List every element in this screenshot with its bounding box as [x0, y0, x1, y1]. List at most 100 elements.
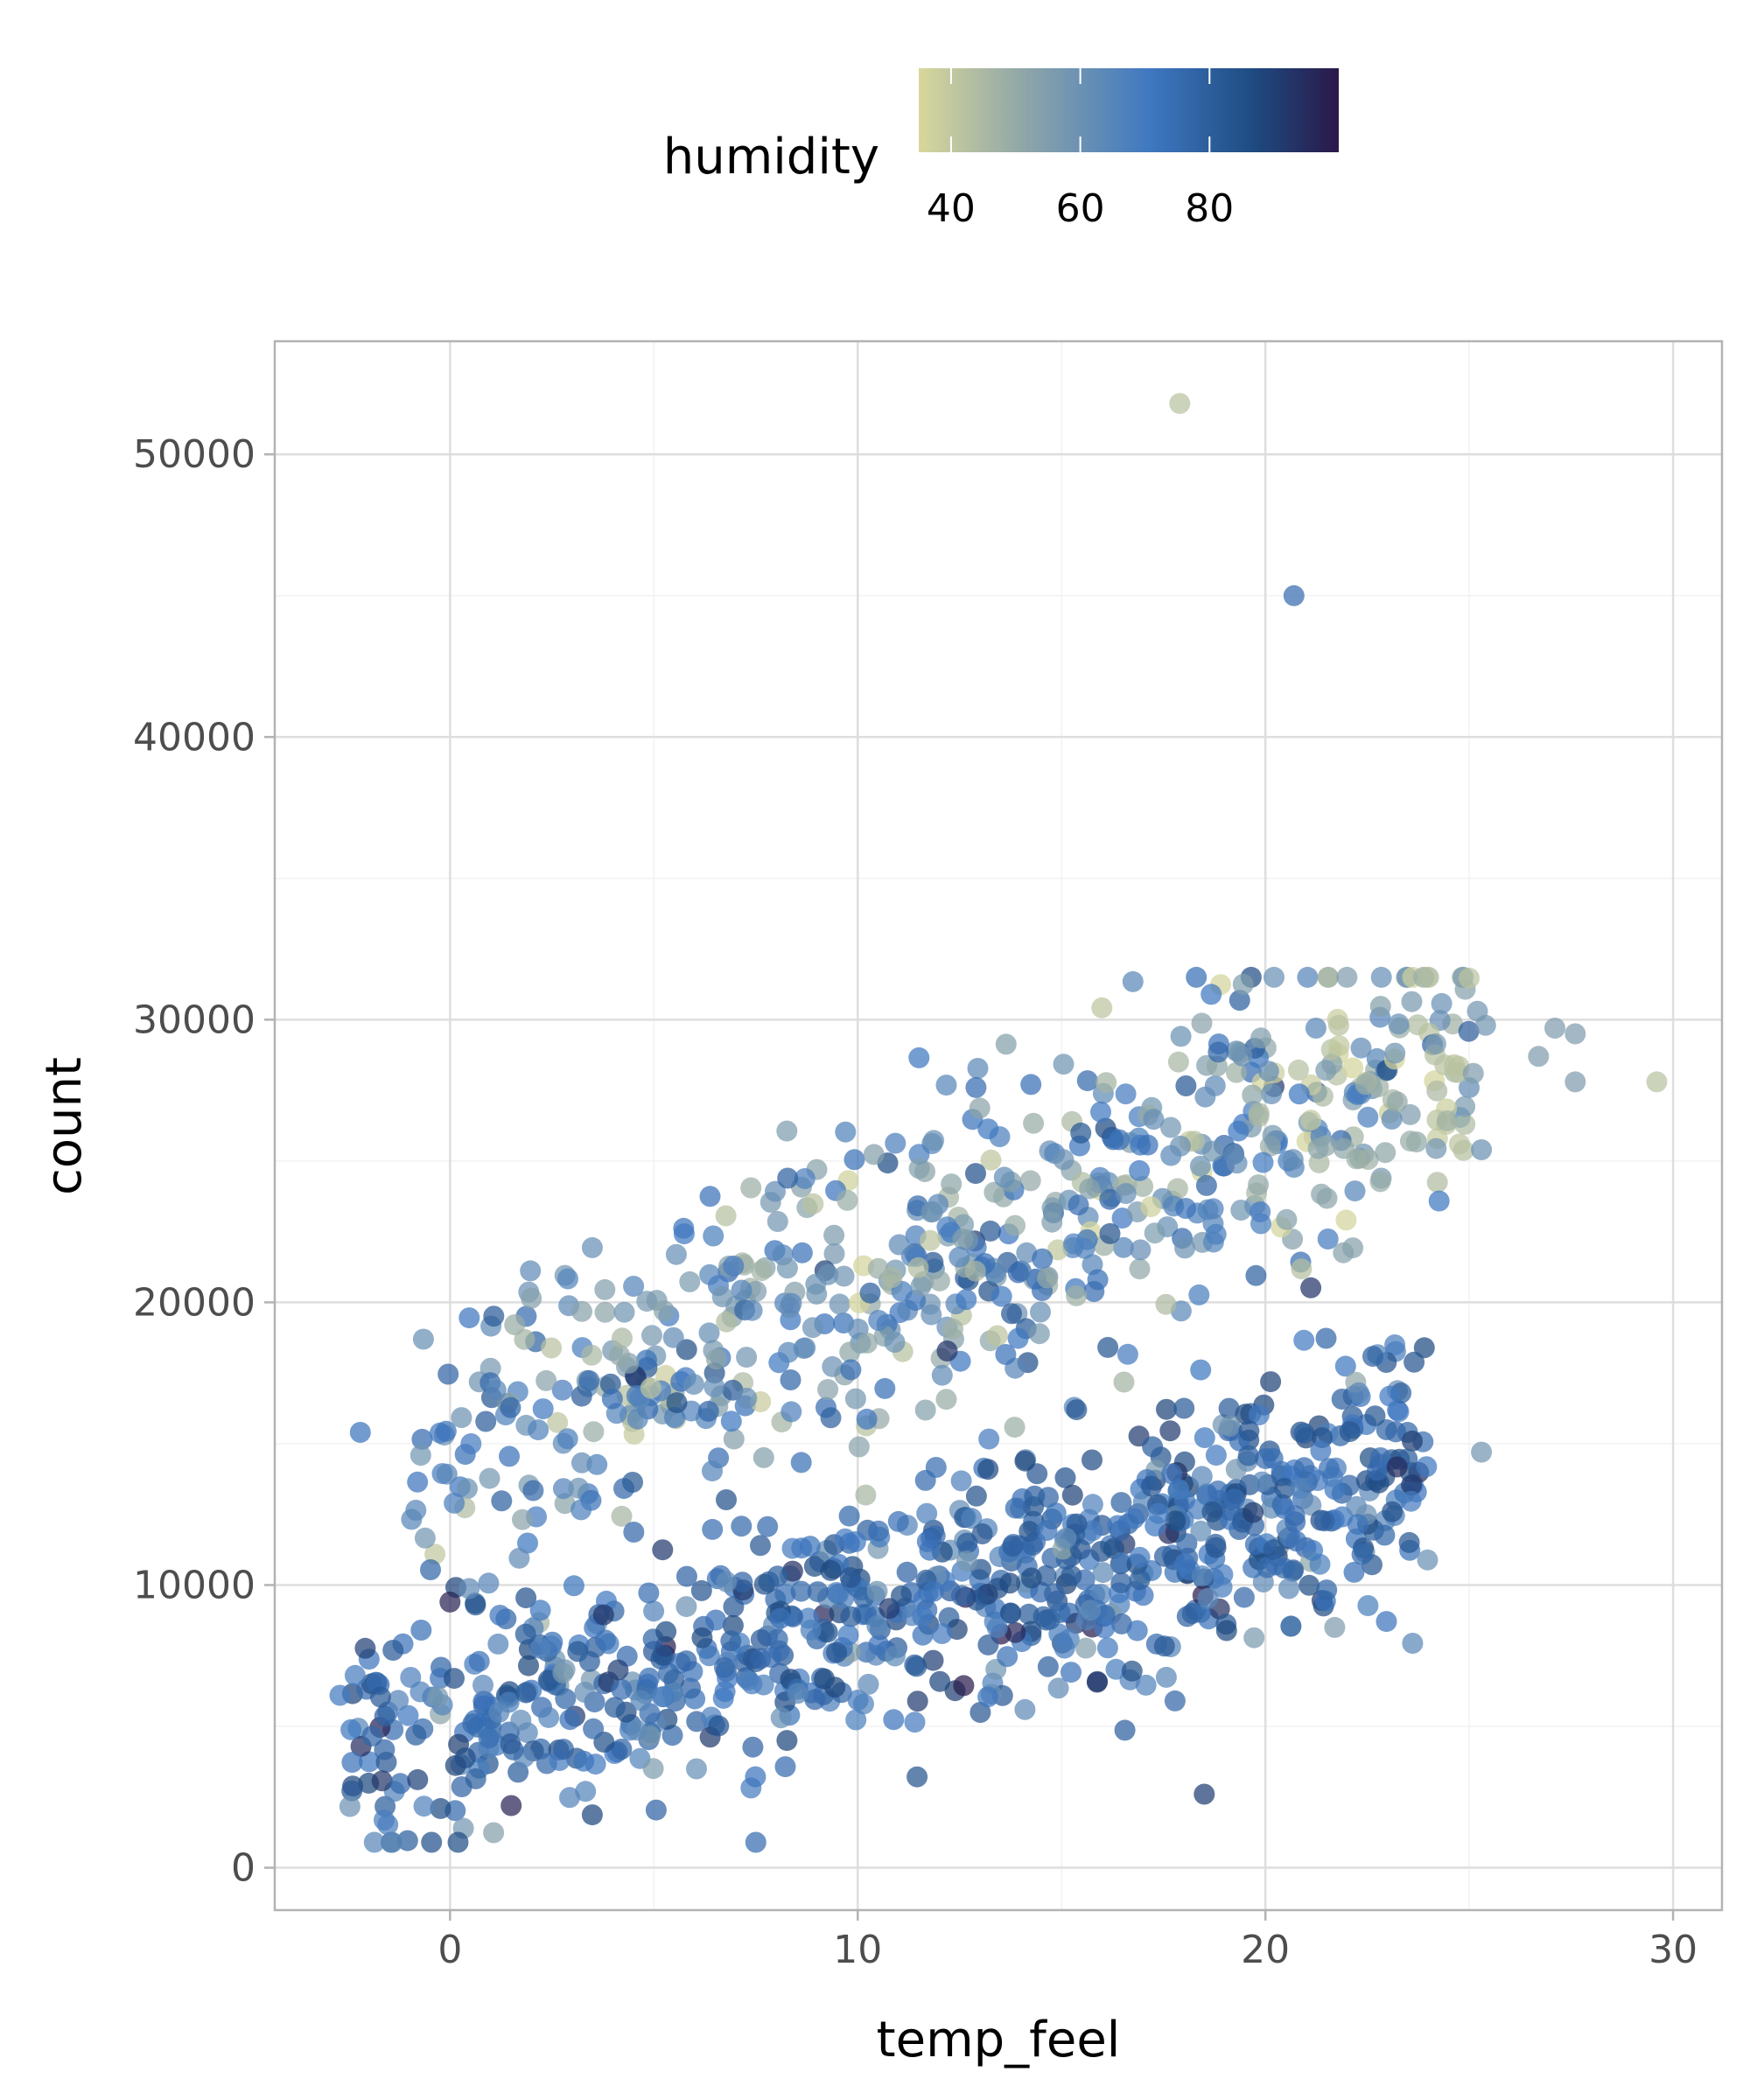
scatter-point [676, 1650, 697, 1672]
scatter-point [1342, 1237, 1364, 1259]
scatter-point [458, 1578, 480, 1600]
scatter-point [711, 1286, 733, 1308]
scatter-point [883, 1709, 905, 1731]
scatter-point [1400, 1130, 1421, 1152]
scatter-point [723, 1428, 745, 1450]
scatter-point [1248, 1102, 1270, 1124]
scatter-point [679, 1270, 701, 1292]
scatter-point [848, 1436, 870, 1458]
scatter-point [1001, 1303, 1022, 1325]
scatter-point [444, 1492, 466, 1514]
scatter-point [575, 1781, 597, 1802]
scatter-point [642, 1758, 664, 1780]
scatter-point [1357, 1106, 1379, 1128]
scatter-point [400, 1667, 422, 1688]
scatter-point [1036, 1520, 1058, 1542]
scatter-point [760, 1647, 782, 1669]
scatter-point [609, 1344, 631, 1366]
scatter-point [1004, 1417, 1026, 1438]
scatter-point [859, 1282, 881, 1304]
scatter-point [1161, 1463, 1183, 1485]
scatter-point [1459, 967, 1480, 989]
scatter-point [430, 1797, 452, 1819]
scatter-point [552, 1662, 574, 1684]
scatter-point [1283, 584, 1305, 606]
scatter-point [863, 1144, 885, 1166]
scatter-point [475, 1410, 497, 1432]
scatter-point [906, 1690, 928, 1712]
scatter-point [410, 1445, 431, 1466]
scatter-point [970, 1702, 991, 1723]
scatter-point [925, 1457, 947, 1478]
scatter-point [1194, 1427, 1215, 1449]
scatter-point [1122, 970, 1144, 992]
scatter-point [1346, 1148, 1368, 1170]
scatter-point [528, 1419, 550, 1441]
scatter-point [686, 1758, 707, 1780]
scatter-point [604, 1697, 626, 1718]
scatter-point [607, 1659, 629, 1681]
scatter-point [1274, 1498, 1295, 1520]
scatter-point [1404, 1351, 1425, 1373]
scatter-point [731, 1279, 752, 1301]
scatter-point [1382, 1501, 1404, 1522]
scatter-point [1331, 1389, 1353, 1410]
scatter-point [1401, 1474, 1422, 1496]
scatter-point [777, 1167, 799, 1189]
scatter-point [592, 1604, 614, 1626]
scatter-point [817, 1379, 839, 1400]
legend-tick-label: 40 [927, 186, 976, 231]
scatter-point [1096, 1637, 1118, 1659]
scatter-point [1243, 1627, 1265, 1648]
scatter-point [1288, 1083, 1310, 1105]
scatter-point [928, 1270, 950, 1292]
scatter-point [515, 1587, 537, 1609]
scatter-point [1291, 1258, 1312, 1280]
scatter-point [1466, 1000, 1488, 1022]
scatter-point [396, 1830, 418, 1852]
scatter-point [741, 1299, 763, 1321]
scatter-point [458, 1307, 480, 1329]
scatter-point [1002, 1536, 1024, 1558]
scatter-point [1044, 1583, 1065, 1605]
scatter-point [662, 1326, 684, 1348]
scatter-point [1316, 1579, 1338, 1601]
scatter-point [1428, 1190, 1450, 1212]
scatter-point [769, 1607, 791, 1629]
scatter-point [995, 1033, 1017, 1055]
scatter-point [573, 1750, 595, 1772]
scatter-point [787, 1683, 808, 1704]
scatter-point [551, 1379, 573, 1401]
scatter-point [374, 1705, 396, 1727]
scatter-point [790, 1580, 812, 1602]
scatter-point [705, 1348, 727, 1370]
scatter-point [1250, 1027, 1271, 1049]
scatter-point [723, 1596, 745, 1618]
scatter-point [1351, 1544, 1373, 1565]
scatter-point [742, 1736, 764, 1758]
scatter-point [1458, 1020, 1480, 1042]
scatter-point [1228, 990, 1250, 1012]
scatter-point [1126, 1620, 1148, 1642]
scatter-point [1041, 1211, 1063, 1233]
scatter-point [855, 1484, 877, 1506]
scatter-point [977, 1634, 999, 1656]
scatter-point [1129, 1258, 1151, 1280]
scatter-point [844, 1388, 866, 1410]
scatter-point [341, 1780, 363, 1802]
scatter-point [388, 1690, 410, 1712]
scatter-point [1219, 1415, 1241, 1437]
scatter-point [1248, 1174, 1270, 1196]
scatter-point [920, 1304, 942, 1326]
scatter-point [1263, 1539, 1284, 1560]
scatter-point [1194, 1783, 1215, 1805]
scatter-point [1282, 1149, 1304, 1171]
scatter-point [478, 1727, 500, 1749]
scatter-point [382, 1640, 404, 1661]
scatter-point [1231, 1045, 1253, 1067]
scatter-point [1004, 1497, 1026, 1519]
scatter-point [774, 1756, 796, 1778]
scatter-point [638, 1582, 660, 1604]
scatter-point [623, 1522, 645, 1543]
scatter-point [1318, 1458, 1340, 1480]
